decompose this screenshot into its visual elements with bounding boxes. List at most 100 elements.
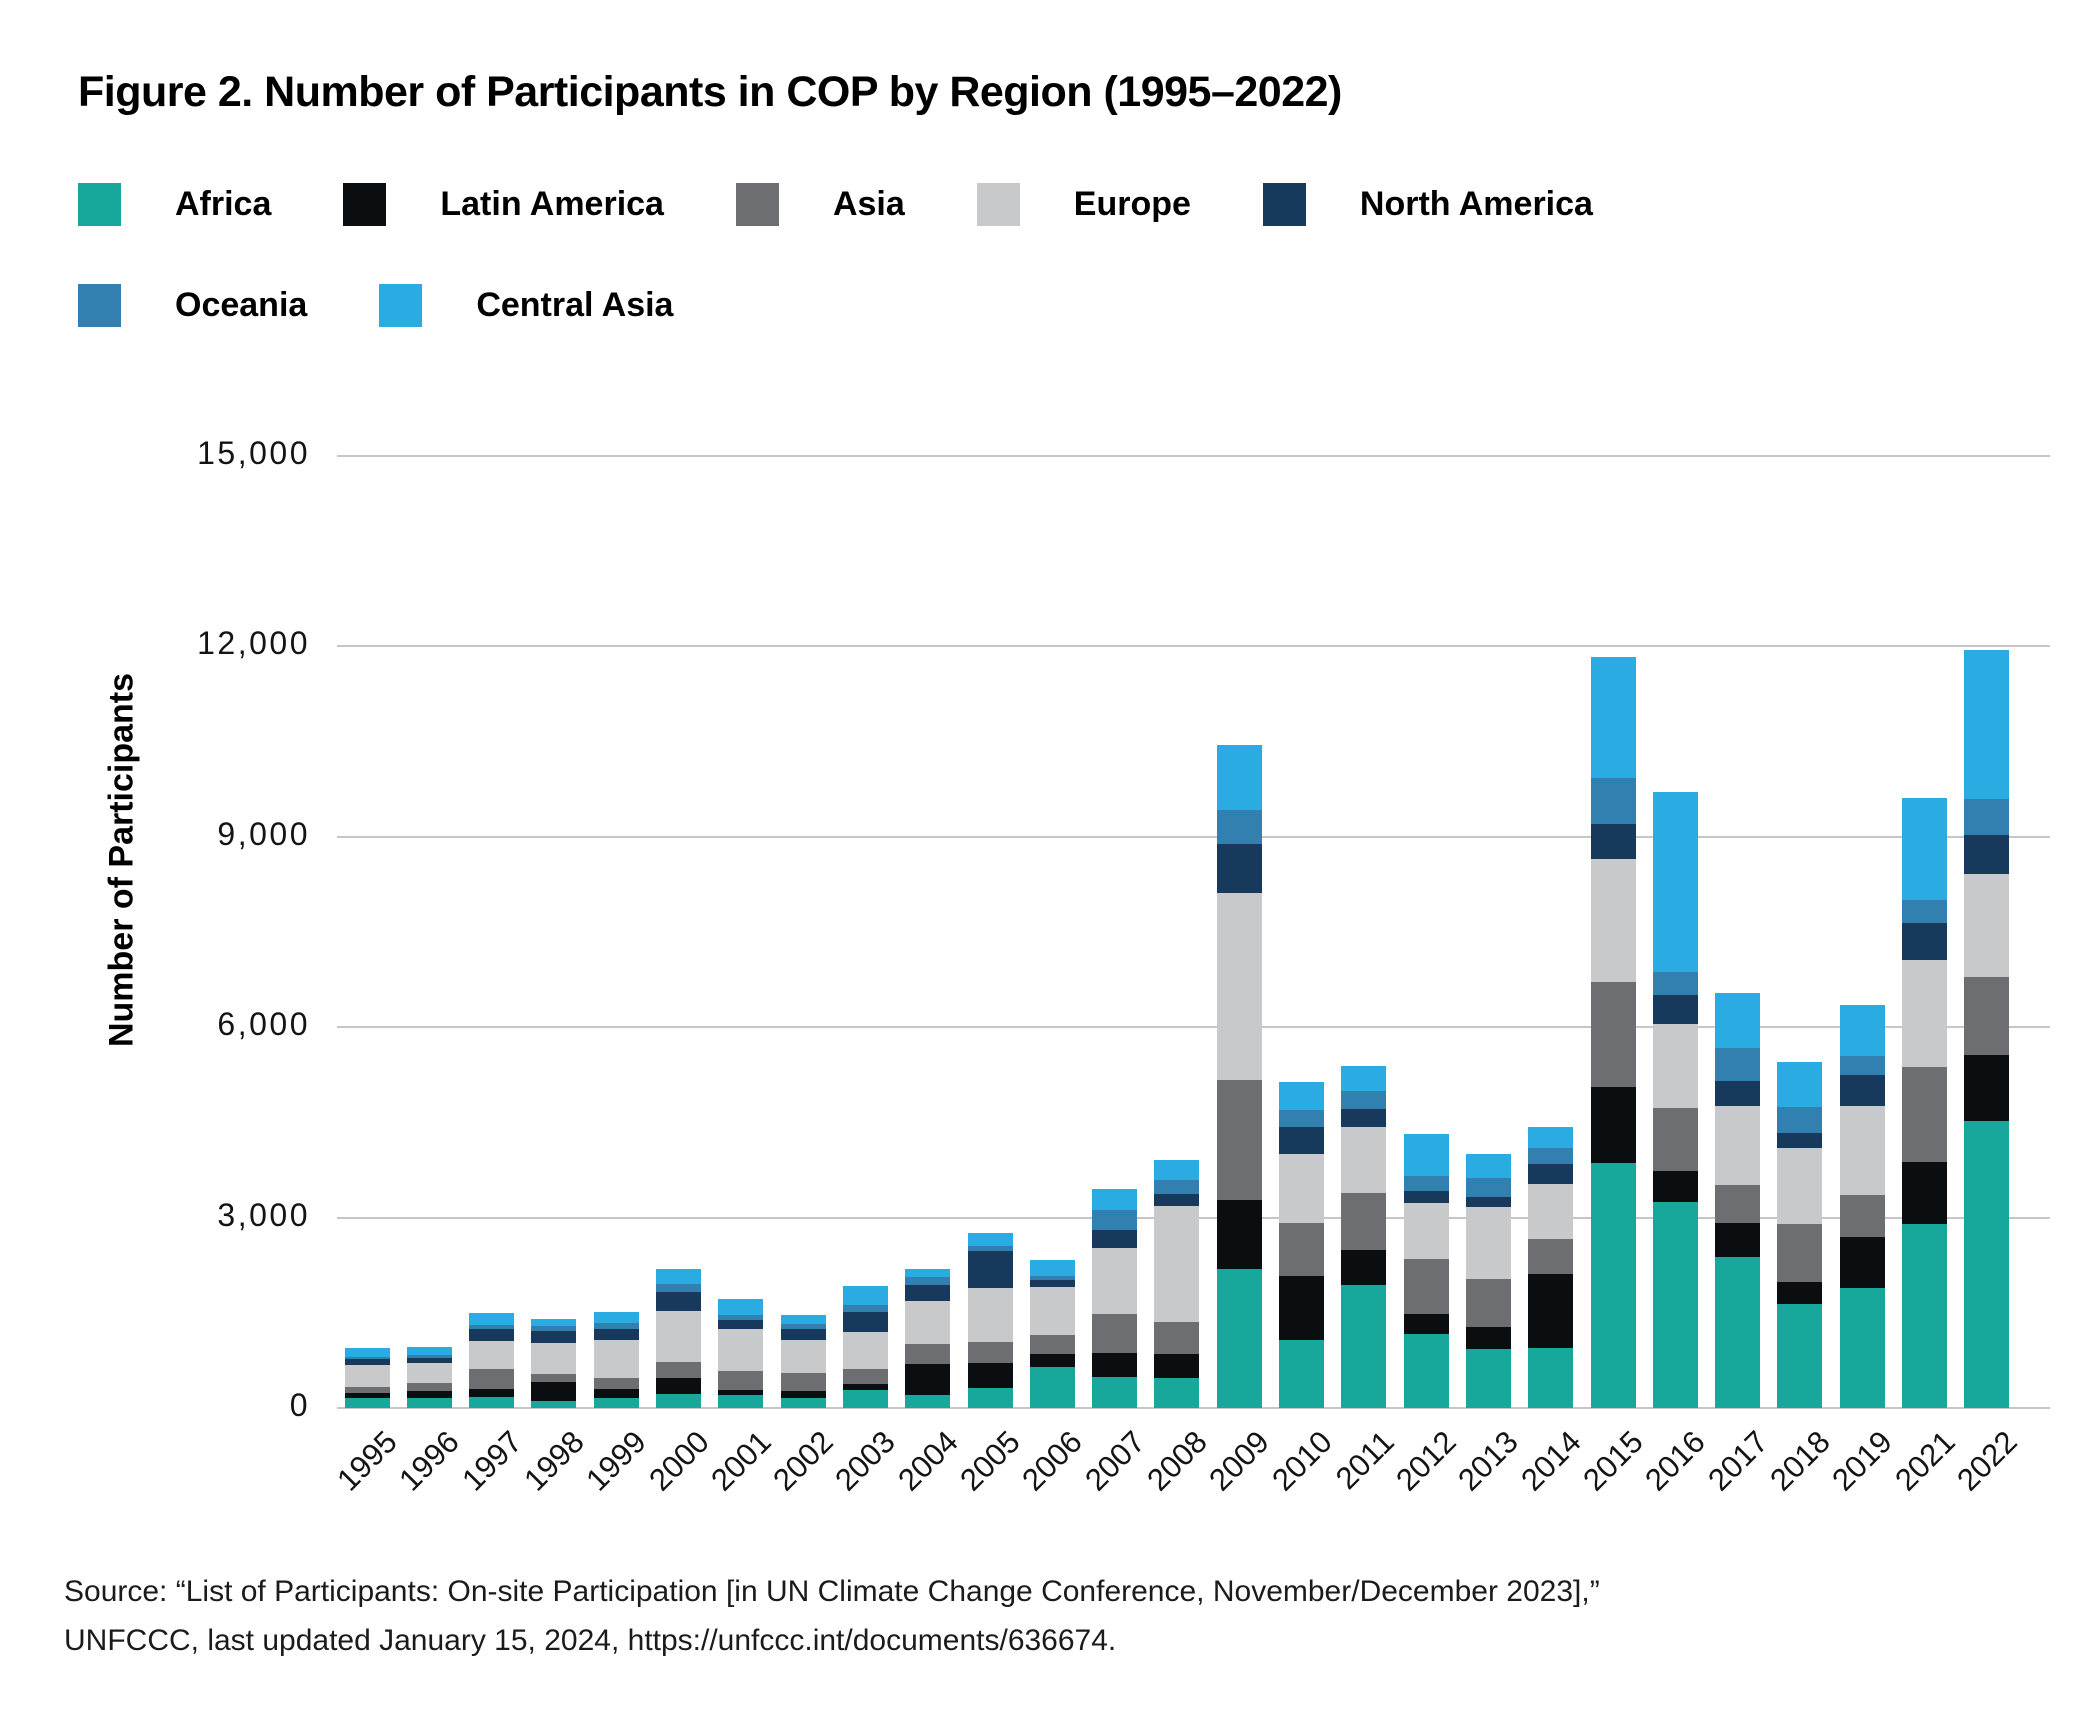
segment-1999-asia [593,1377,639,1390]
segment-2013-asia [1465,1279,1511,1327]
segment-2009-oceania [1216,810,1262,844]
segment-2021-central-asia [1902,797,1947,900]
segment-2005-africa [967,1388,1013,1408]
segment-2008-oceania [1154,1179,1200,1195]
segment-2010-oceania [1279,1109,1324,1128]
segment-2015-central-asia [1590,657,1636,779]
segment-2004-central-asia [905,1269,951,1278]
segment-2010-north-america [1279,1127,1324,1155]
segment-1998-asia [531,1374,577,1383]
segment-2004-latin-america [905,1363,951,1396]
segment-2014-latin-america [1528,1274,1574,1348]
segment-2006-north-america [1029,1279,1075,1288]
segment-2001-north-america [718,1320,764,1329]
segment-2022-latin-america [1964,1054,2010,1122]
segment-2011-central-asia [1341,1066,1387,1092]
legend-label-africa: Africa [175,185,272,223]
segment-2011-north-america [1341,1109,1387,1128]
segment-2011-oceania [1341,1091,1387,1110]
segment-2014-oceania [1528,1147,1574,1164]
segment-2009-africa [1216,1269,1262,1408]
segment-1998-europe [531,1342,577,1375]
segment-2002-africa [780,1397,826,1408]
segment-2013-europe [1465,1207,1511,1280]
segment-2005-north-america [967,1250,1013,1289]
segment-2007-north-america [1092,1229,1138,1249]
segment-2007-asia [1092,1313,1138,1354]
gridline-6000 [337,1026,2050,1029]
segment-1997-oceania [469,1324,515,1329]
segment-2010-asia [1279,1222,1324,1276]
legend-label-oceania: Oceania [175,286,308,324]
segment-2007-latin-america [1092,1353,1138,1378]
segment-1999-north-america [593,1328,639,1340]
segment-2015-africa [1590,1163,1636,1408]
segment-2015-oceania [1590,778,1636,824]
segment-2004-europe [905,1301,951,1344]
segment-1996-central-asia [406,1346,452,1356]
segment-1996-europe [406,1362,452,1384]
legend-item-asia: Asia [735,183,905,226]
segment-2014-asia [1528,1239,1574,1275]
segment-2013-africa [1465,1348,1511,1408]
segment-2012-north-america [1403,1190,1449,1203]
segment-1995-asia [344,1386,390,1394]
segment-2011-latin-america [1341,1250,1387,1285]
segment-2001-africa [718,1395,764,1408]
segment-2004-asia [905,1343,951,1364]
segment-2011-europe [1341,1127,1387,1193]
segment-1997-central-asia [469,1313,515,1325]
segment-2012-central-asia [1403,1134,1449,1177]
segment-2012-latin-america [1403,1313,1449,1335]
segment-1995-central-asia [344,1347,390,1357]
legend: Africa Latin America Asia Europe North Ameri… [78,183,1778,327]
segment-2016-europe [1652,1024,1698,1108]
segment-2003-oceania [842,1304,888,1312]
segment-2004-africa [905,1395,951,1408]
legend-item-latin-america: Latin America [343,183,664,226]
legend-item-central-asia: Central Asia [379,284,673,327]
segment-2002-asia [780,1372,826,1392]
segment-1997-north-america [469,1328,515,1342]
segment-2005-europe [967,1288,1013,1343]
segment-1999-europe [593,1339,639,1378]
segment-2005-latin-america [967,1362,1013,1388]
segment-2010-africa [1279,1340,1324,1408]
segment-2000-asia [656,1361,701,1379]
segment-1998-oceania [531,1326,577,1332]
segment-2014-europe [1528,1183,1574,1240]
legend-label-asia: Asia [832,185,905,223]
segment-1996-north-america [406,1358,452,1363]
segment-1997-latin-america [469,1389,515,1397]
segment-2009-latin-america [1216,1200,1262,1269]
segment-2002-europe [780,1340,826,1373]
source-line-1: Source: “List of Participants: On-site P… [64,1575,1600,1608]
segment-1999-oceania [593,1323,639,1329]
gridline-0 [337,1407,2050,1409]
segment-2000-north-america [656,1292,701,1311]
y-tick-12000: 12,000 [197,625,310,662]
gridline-9000 [337,835,2050,838]
legend-swatch-latin-america [343,183,387,226]
segment-2017-central-asia [1715,992,1761,1049]
segment-2006-europe [1029,1287,1075,1336]
segment-2018-north-america [1777,1132,1823,1148]
segment-1995-oceania [344,1356,390,1360]
segment-2015-north-america [1590,823,1636,860]
segment-2017-africa [1715,1256,1761,1408]
segment-2021-asia [1902,1067,1947,1163]
segment-2022-oceania [1964,799,2010,835]
segment-2014-north-america [1528,1163,1574,1184]
segment-2003-asia [842,1368,888,1384]
segment-2010-europe [1279,1154,1324,1223]
segment-2002-central-asia [780,1315,826,1324]
segment-2022-north-america [1964,834,2010,874]
segment-2008-africa [1154,1378,1200,1408]
segment-2005-oceania [967,1246,1013,1251]
segment-2017-europe [1715,1105,1761,1185]
segment-1997-europe [469,1341,515,1369]
segment-2000-central-asia [656,1268,701,1285]
segment-2012-asia [1403,1259,1449,1314]
legend-item-africa: Africa [78,183,271,226]
